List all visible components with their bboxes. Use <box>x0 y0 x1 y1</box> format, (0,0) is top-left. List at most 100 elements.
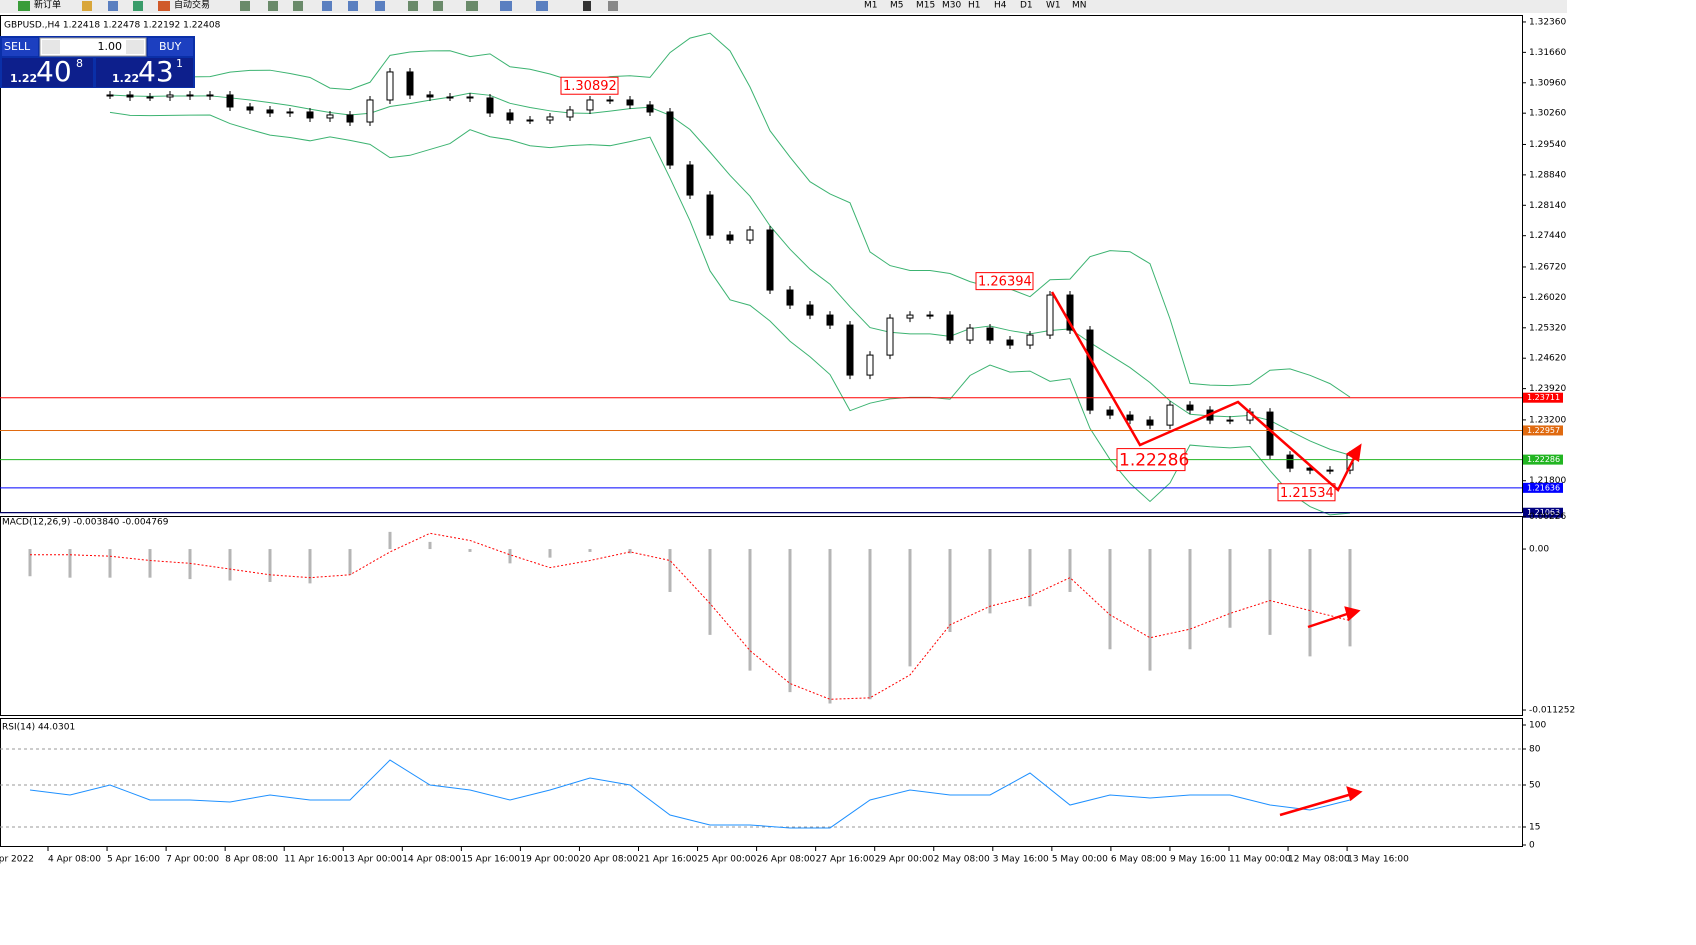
candle <box>946 314 954 341</box>
candle <box>686 164 694 196</box>
price-level-label: 1.22957 <box>1527 426 1560 435</box>
candle <box>1046 294 1054 336</box>
y-tick-label: 1.29540 <box>1529 140 1566 150</box>
lots-input[interactable] <box>39 37 147 57</box>
candle <box>646 104 654 113</box>
bid-frac: 8 <box>76 57 83 70</box>
candle <box>546 116 554 121</box>
candle <box>286 111 294 114</box>
annotation-label: 1.26394 <box>978 275 1032 290</box>
annotation-box <box>975 272 1034 291</box>
bid-box[interactable] <box>2 58 93 87</box>
candle <box>226 94 234 108</box>
price-level-tag <box>1523 482 1563 493</box>
x-tick-label: 20 Apr 08:00 <box>579 855 638 865</box>
ask-pips: 43 <box>138 55 174 88</box>
icon <box>133 1 143 11</box>
candle <box>566 109 574 118</box>
candle <box>1286 454 1294 469</box>
candle <box>806 304 814 316</box>
candle <box>1326 469 1334 472</box>
lots-down[interactable] <box>42 40 60 54</box>
timeframe-button[interactable]: D1 <box>1020 1 1033 11</box>
timeframe-button[interactable]: M5 <box>890 1 904 11</box>
x-tick-label: 2 May 08:00 <box>934 855 990 865</box>
timeframe-button[interactable]: M15 <box>916 1 935 11</box>
timeframe-button[interactable]: H4 <box>994 1 1007 11</box>
y-tick-label: 1.27440 <box>1529 231 1566 241</box>
bollinger-band <box>109 92 1351 456</box>
symbol-info: GBPUSD.,H4 1.22418 1.22478 1.22192 1.224… <box>4 21 221 31</box>
candle <box>626 99 634 106</box>
y-tick-label: 100 <box>1529 721 1546 731</box>
timeframe-button[interactable]: MN <box>1072 1 1087 11</box>
y-tick-label: 0 <box>1529 841 1535 851</box>
candle <box>326 114 334 119</box>
x-tick-label: 12 May 08:00 <box>1288 855 1350 865</box>
price-level-tag <box>1523 507 1563 518</box>
candle <box>706 194 714 236</box>
y-tick-label: 1.21800 <box>1529 476 1566 486</box>
y-tick-label: 0.00226 <box>1529 512 1566 522</box>
y-tick-label: 1.32360 <box>1529 17 1566 27</box>
toolbar-button[interactable]: 自动交易 <box>174 0 210 11</box>
x-tick-label: 6 May 08:00 <box>1111 855 1167 865</box>
candle <box>1166 404 1174 426</box>
candle <box>246 106 254 111</box>
x-tick-label: 14 Apr 08:00 <box>402 855 461 865</box>
y-tick-label: 15 <box>1529 823 1540 833</box>
candle <box>186 94 194 97</box>
y-tick-label: 1.24620 <box>1529 354 1566 364</box>
ask-box[interactable] <box>96 58 193 87</box>
bid-pips: 40 <box>36 55 72 88</box>
candle <box>986 327 994 341</box>
toolbar-button[interactable]: 新订单 <box>34 0 61 11</box>
candle <box>126 94 134 98</box>
x-tick-label: 5 Apr 16:00 <box>107 855 160 865</box>
ask-frac: 1 <box>176 57 183 70</box>
candle <box>366 99 374 123</box>
price-level-tag <box>1523 425 1563 436</box>
timeframe-button[interactable]: M30 <box>942 1 961 11</box>
buy-button[interactable] <box>148 38 193 56</box>
sell-button[interactable] <box>2 38 38 56</box>
y-tick-label: 80 <box>1529 745 1541 755</box>
y-tick-label: 1.26020 <box>1529 293 1566 303</box>
timeframe-button[interactable]: M1 <box>864 1 878 11</box>
timeframe-button[interactable]: W1 <box>1046 1 1061 11</box>
trend-arrows <box>1050 291 1363 817</box>
macd-label: MACD(12,26,9) -0.003840 -0.004769 <box>2 518 169 528</box>
y-tick-label: 1.31660 <box>1529 48 1566 58</box>
x-tick-label: 3 May 16:00 <box>993 855 1049 865</box>
y-tick-label: 1.28140 <box>1529 201 1566 211</box>
x-tick-label: 25 Apr 00:00 <box>698 855 757 865</box>
x-tick-label: 13 Apr 00:00 <box>343 855 402 865</box>
x-tick-label: 1 Apr 2022 <box>0 855 34 865</box>
lots-up[interactable] <box>126 40 144 54</box>
y-tick-label: 1.30960 <box>1529 78 1566 88</box>
y-tick-label: 1.23920 <box>1529 384 1566 394</box>
x-tick-label: 5 May 00:00 <box>1052 855 1108 865</box>
macd-signal <box>30 532 1351 700</box>
candle <box>746 229 754 241</box>
candle <box>406 71 414 96</box>
candle <box>506 112 514 121</box>
timeframe-button[interactable]: H1 <box>968 1 981 11</box>
price-level-tag <box>1523 392 1563 403</box>
y-tick-label: -0.011252 <box>1529 706 1575 716</box>
candle <box>306 111 314 119</box>
x-tick-label: 21 Apr 16:00 <box>639 855 698 865</box>
x-tick-label: 29 Apr 00:00 <box>875 855 934 865</box>
y-tick-label: 1.26720 <box>1529 262 1566 272</box>
candle <box>486 97 494 114</box>
candle <box>966 327 974 341</box>
trade-panel: SELL 1.00 BUY 1.22 40 8 1.22 43 1 <box>0 36 195 88</box>
y-tick-label: 0.00 <box>1529 545 1549 555</box>
candle <box>346 114 354 123</box>
candle <box>446 96 454 99</box>
candle <box>606 99 614 102</box>
bollinger-band <box>109 32 1351 398</box>
x-tick-label: 27 Apr 16:00 <box>816 855 875 865</box>
